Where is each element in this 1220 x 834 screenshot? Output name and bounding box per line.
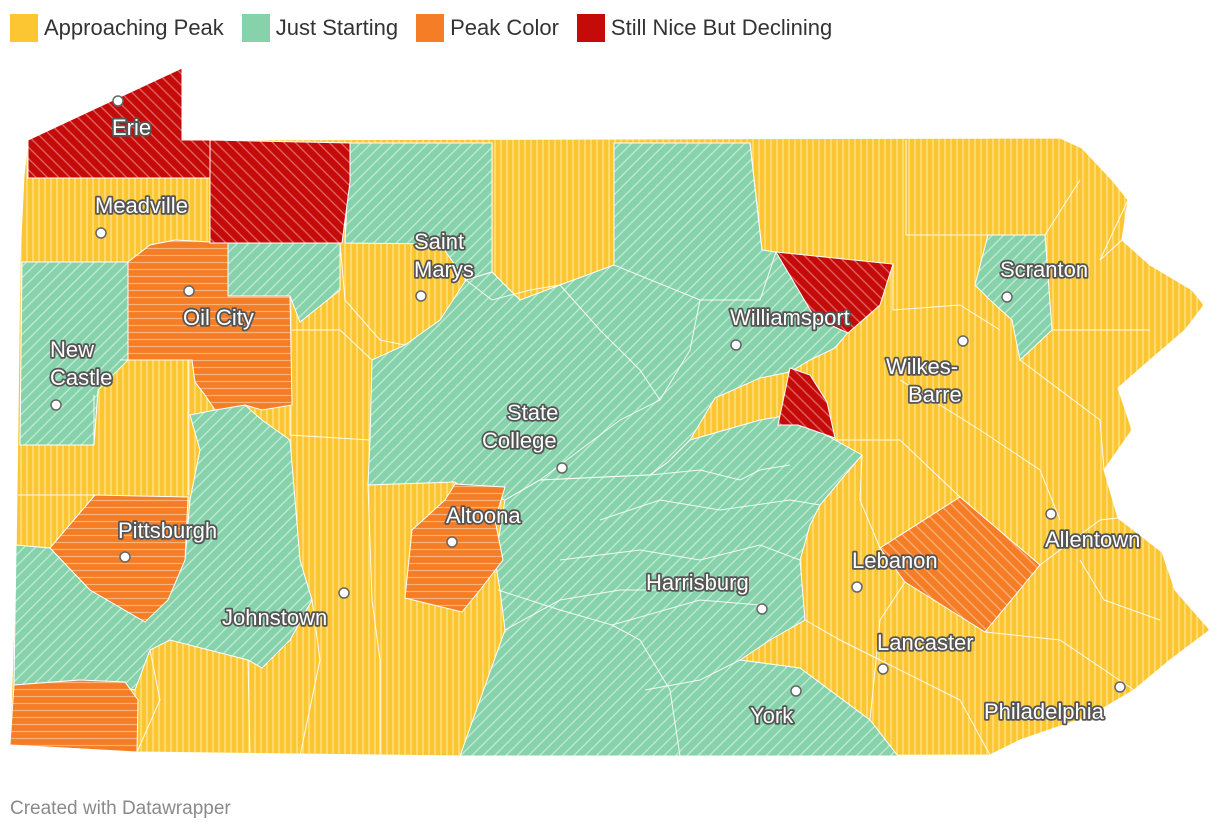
city-marker-york[interactable] bbox=[790, 685, 802, 697]
legend-label-starting: Just Starting bbox=[275, 15, 399, 40]
pennsylvania-map[interactable]: Erie Meadville Oil City New Castle Saint… bbox=[0, 60, 1220, 770]
city-marker-allentown[interactable] bbox=[1045, 508, 1057, 520]
city-label-pittsburgh: Pittsburgh bbox=[118, 518, 217, 543]
legend-item-starting: Just Starting bbox=[241, 14, 399, 42]
city-labels: Erie Meadville Oil City New Castle Saint… bbox=[48, 113, 1142, 730]
swatch-approaching bbox=[10, 14, 38, 42]
city-label-saint-marys-2: Marys bbox=[414, 257, 474, 282]
legend-label-declining: Still Nice But Declining bbox=[610, 15, 833, 40]
city-marker-wilkes-barre[interactable] bbox=[957, 335, 969, 347]
city-label-williamsport: Williamsport bbox=[730, 305, 850, 330]
region-warren-declining bbox=[209, 139, 351, 244]
region-lycoming-declining bbox=[775, 251, 894, 334]
city-label-state-college-2: College bbox=[482, 428, 557, 453]
city-label-york: York bbox=[750, 703, 794, 728]
city-marker-meadville[interactable] bbox=[95, 227, 107, 239]
city-marker-state-college[interactable] bbox=[556, 462, 568, 474]
city-markers bbox=[50, 95, 1126, 697]
city-label-scranton: Scranton bbox=[1000, 257, 1088, 282]
city-marker-lebanon[interactable] bbox=[851, 581, 863, 593]
legend: Approaching Peak Just Starting Peak Colo… bbox=[10, 12, 850, 44]
region-altoona-peak bbox=[404, 483, 506, 613]
swatch-peak bbox=[416, 14, 445, 42]
city-marker-williamsport[interactable] bbox=[730, 339, 742, 351]
city-label-wilkes-barre-2: Barre bbox=[908, 382, 962, 407]
city-marker-johnstown[interactable] bbox=[338, 587, 350, 599]
city-label-meadville: Meadville bbox=[95, 193, 188, 218]
city-marker-pittsburgh[interactable] bbox=[119, 551, 131, 563]
city-label-new-castle-2: Castle bbox=[50, 365, 112, 390]
city-label-oil-city: Oil City bbox=[183, 305, 254, 330]
legend-item-declining: Still Nice But Declining bbox=[576, 14, 833, 42]
city-label-saint-marys-1: Saint bbox=[414, 229, 464, 254]
region-lebanon-peak bbox=[879, 496, 1041, 633]
city-marker-philadelphia[interactable] bbox=[1114, 681, 1126, 693]
city-marker-new-castle[interactable] bbox=[50, 399, 62, 411]
legend-label-peak: Peak Color bbox=[450, 15, 559, 40]
city-label-altoona: Altoona bbox=[446, 503, 521, 528]
credit-footer[interactable]: Created with Datawrapper bbox=[10, 798, 231, 819]
city-label-new-castle-1: New bbox=[50, 337, 94, 362]
region-columbia-declining bbox=[777, 367, 836, 439]
region-oilcity-peak bbox=[127, 239, 293, 411]
legend-item-peak: Peak Color bbox=[416, 14, 559, 42]
city-label-erie: Erie bbox=[112, 115, 151, 140]
city-marker-scranton[interactable] bbox=[1001, 291, 1013, 303]
city-label-lancaster: Lancaster bbox=[877, 630, 974, 655]
map-container[interactable]: Erie Meadville Oil City New Castle Saint… bbox=[0, 60, 1220, 770]
city-marker-saint-marys[interactable] bbox=[415, 290, 427, 302]
city-label-state-college-1: State bbox=[507, 400, 558, 425]
city-label-harrisburg: Harrisburg bbox=[646, 570, 749, 595]
region-scranton-green bbox=[974, 234, 1053, 361]
city-label-allentown: Allentown bbox=[1045, 527, 1140, 552]
city-marker-lancaster[interactable] bbox=[877, 663, 889, 675]
city-marker-oil-city[interactable] bbox=[183, 285, 195, 297]
city-label-philadelphia: Philadelphia bbox=[984, 699, 1105, 724]
city-label-lebanon: Lebanon bbox=[852, 548, 938, 573]
city-marker-harrisburg[interactable] bbox=[756, 603, 768, 615]
legend-label-approaching: Approaching Peak bbox=[44, 15, 224, 40]
region-pittsburgh-peak bbox=[49, 494, 189, 623]
region-southwest-corner-peak bbox=[9, 679, 139, 753]
swatch-declining bbox=[576, 14, 605, 42]
city-label-johnstown: Johnstown bbox=[222, 605, 327, 630]
swatch-starting bbox=[241, 14, 270, 42]
city-marker-altoona[interactable] bbox=[446, 536, 458, 548]
legend-item-approaching: Approaching Peak bbox=[10, 14, 224, 42]
city-label-wilkes-barre-1: Wilkes- bbox=[886, 354, 958, 379]
county-borders bbox=[18, 140, 1161, 757]
city-marker-erie[interactable] bbox=[112, 95, 124, 107]
